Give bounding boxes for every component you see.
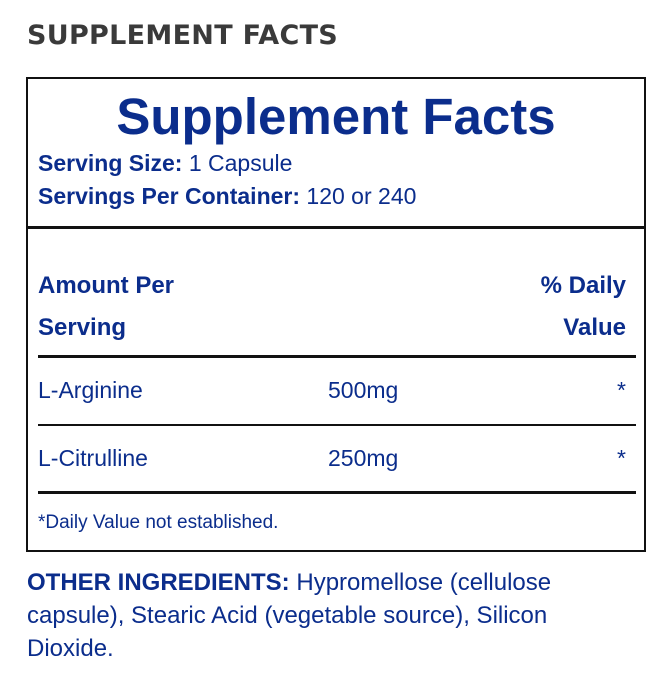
facts-title: Supplement Facts	[116, 88, 556, 145]
ingredient-amount: 500mg	[328, 377, 399, 403]
ingredient-amount: 250mg	[328, 445, 399, 471]
other-ingredients: OTHER INGREDIENTS: Hypromellose (cellulo…	[27, 566, 637, 665]
servings-per-container-label: Servings Per Container:	[38, 183, 301, 209]
servings-per-container: Servings Per Container: 120 or 240	[38, 182, 416, 210]
amount-per-header-line1: Amount Per	[38, 272, 175, 299]
amount-per-serving-header: Amount Per Serving	[38, 265, 174, 349]
ingredient-row: L-Arginine 500mg *	[38, 375, 636, 405]
row-divider	[38, 491, 636, 494]
section-divider	[28, 226, 644, 229]
other-ingredients-label: OTHER INGREDIENTS:	[27, 569, 290, 596]
daily-value-footnote: *Daily Value not established.	[38, 512, 279, 533]
ingredient-name: L-Arginine	[38, 377, 143, 403]
header-divider	[38, 355, 636, 358]
page-heading: SUPPLEMENT FACTS	[27, 20, 339, 51]
serving-size: Serving Size: 1 Capsule	[38, 149, 292, 177]
serving-size-label: Serving Size:	[38, 150, 183, 176]
daily-value-header-line2: Value	[563, 314, 626, 341]
amount-per-header-line2: Serving	[38, 314, 127, 341]
supplement-facts-panel: Supplement Facts Serving Size: 1 Capsule…	[26, 77, 646, 552]
serving-size-value: 1 Capsule	[188, 150, 293, 176]
other-ingredients-text: Hypromellose (cellulose capsule), Steari…	[27, 569, 552, 662]
ingredient-daily-value: *	[617, 377, 626, 403]
daily-value-header-line1: % Daily	[540, 272, 626, 299]
daily-value-header: % Daily Value	[541, 265, 626, 349]
servings-per-container-value: 120 or 240	[306, 183, 417, 209]
row-divider	[38, 424, 636, 426]
ingredient-row: L-Citrulline 250mg *	[38, 443, 636, 473]
ingredient-daily-value: *	[617, 445, 626, 471]
ingredient-name: L-Citrulline	[38, 445, 148, 471]
